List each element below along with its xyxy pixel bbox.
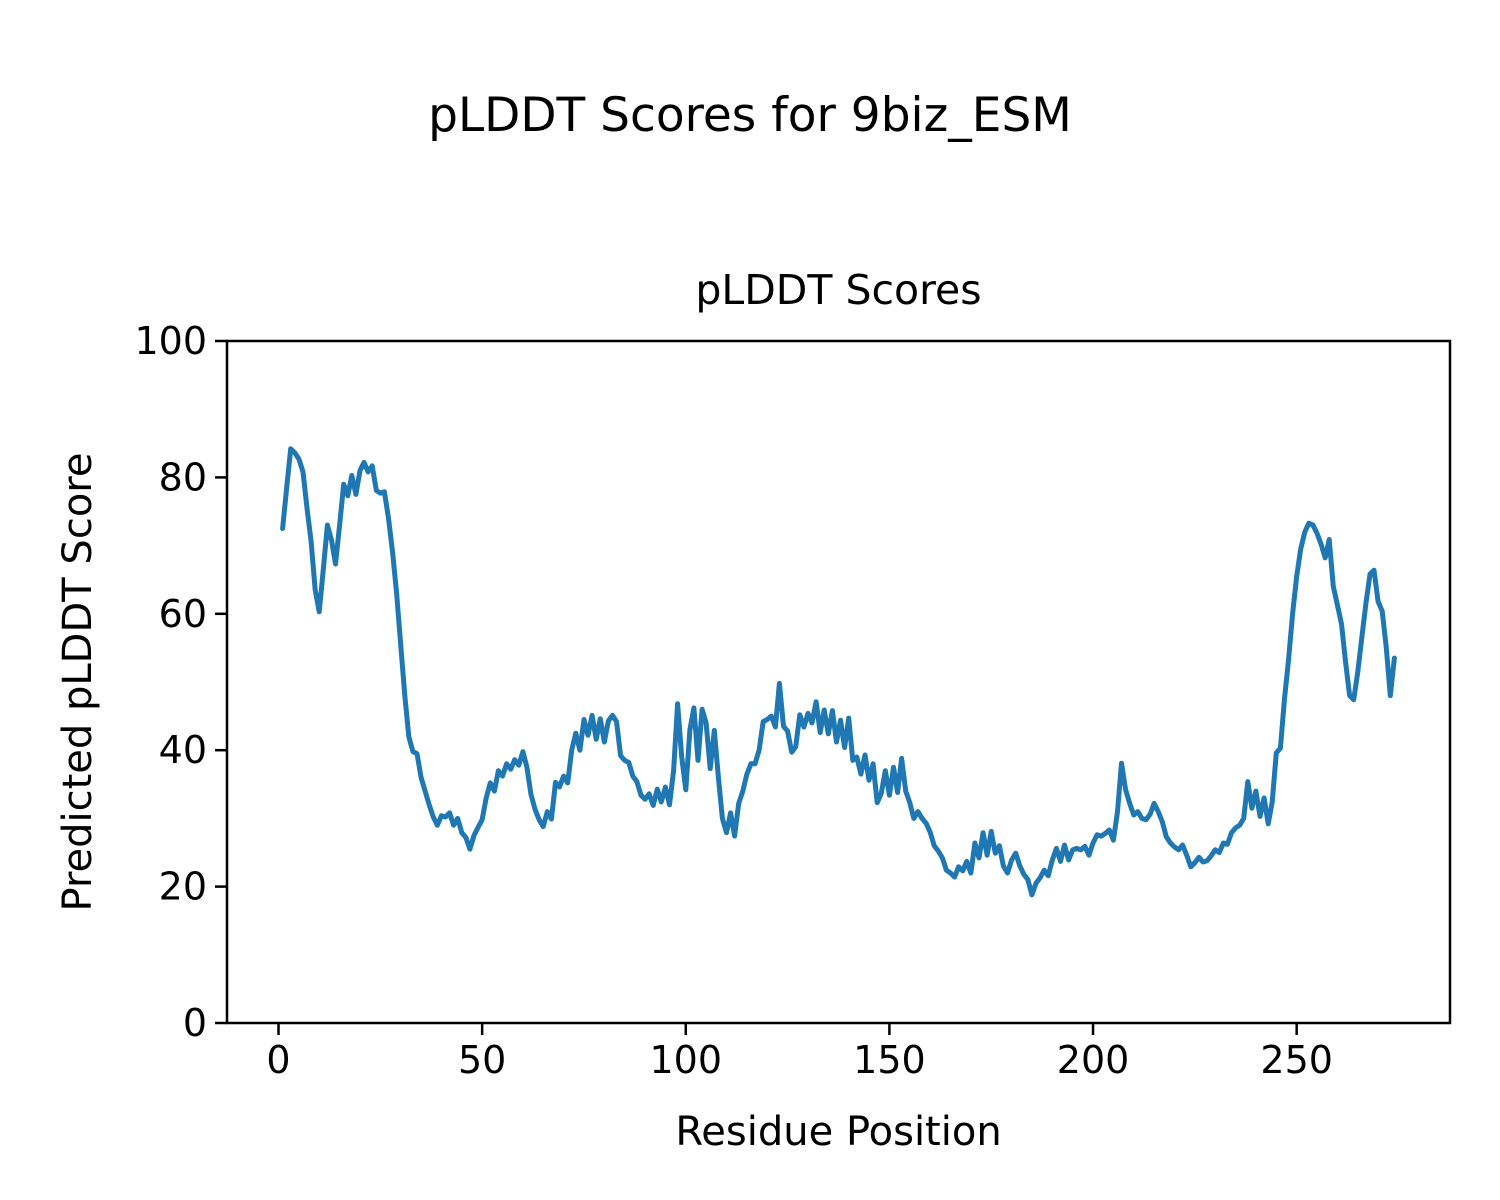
y-tick-label: 60 bbox=[159, 592, 207, 636]
axes-title: pLDDT Scores bbox=[695, 266, 982, 314]
figure-title: pLDDT Scores for 9biz_ESM bbox=[428, 88, 1072, 143]
y-tick-label: 100 bbox=[134, 319, 207, 363]
x-tick-label: 100 bbox=[650, 1038, 723, 1082]
x-tick-label: 50 bbox=[458, 1038, 506, 1082]
x-axis-label: Residue Position bbox=[675, 1109, 1002, 1155]
x-tick-label: 0 bbox=[266, 1038, 290, 1082]
x-tick-label: 250 bbox=[1260, 1038, 1333, 1082]
x-tick-label: 150 bbox=[853, 1038, 926, 1082]
y-tick-label: 40 bbox=[159, 728, 207, 772]
y-axis-label: Predicted pLDDT Score bbox=[55, 452, 101, 912]
y-tick-label: 80 bbox=[159, 455, 207, 499]
y-tick-label: 20 bbox=[159, 865, 207, 909]
axes-frame bbox=[225, 339, 1452, 1025]
plddt-score-line bbox=[280, 446, 1397, 898]
x-tick-label: 200 bbox=[1057, 1038, 1130, 1082]
y-tick-label: 0 bbox=[183, 1001, 207, 1045]
